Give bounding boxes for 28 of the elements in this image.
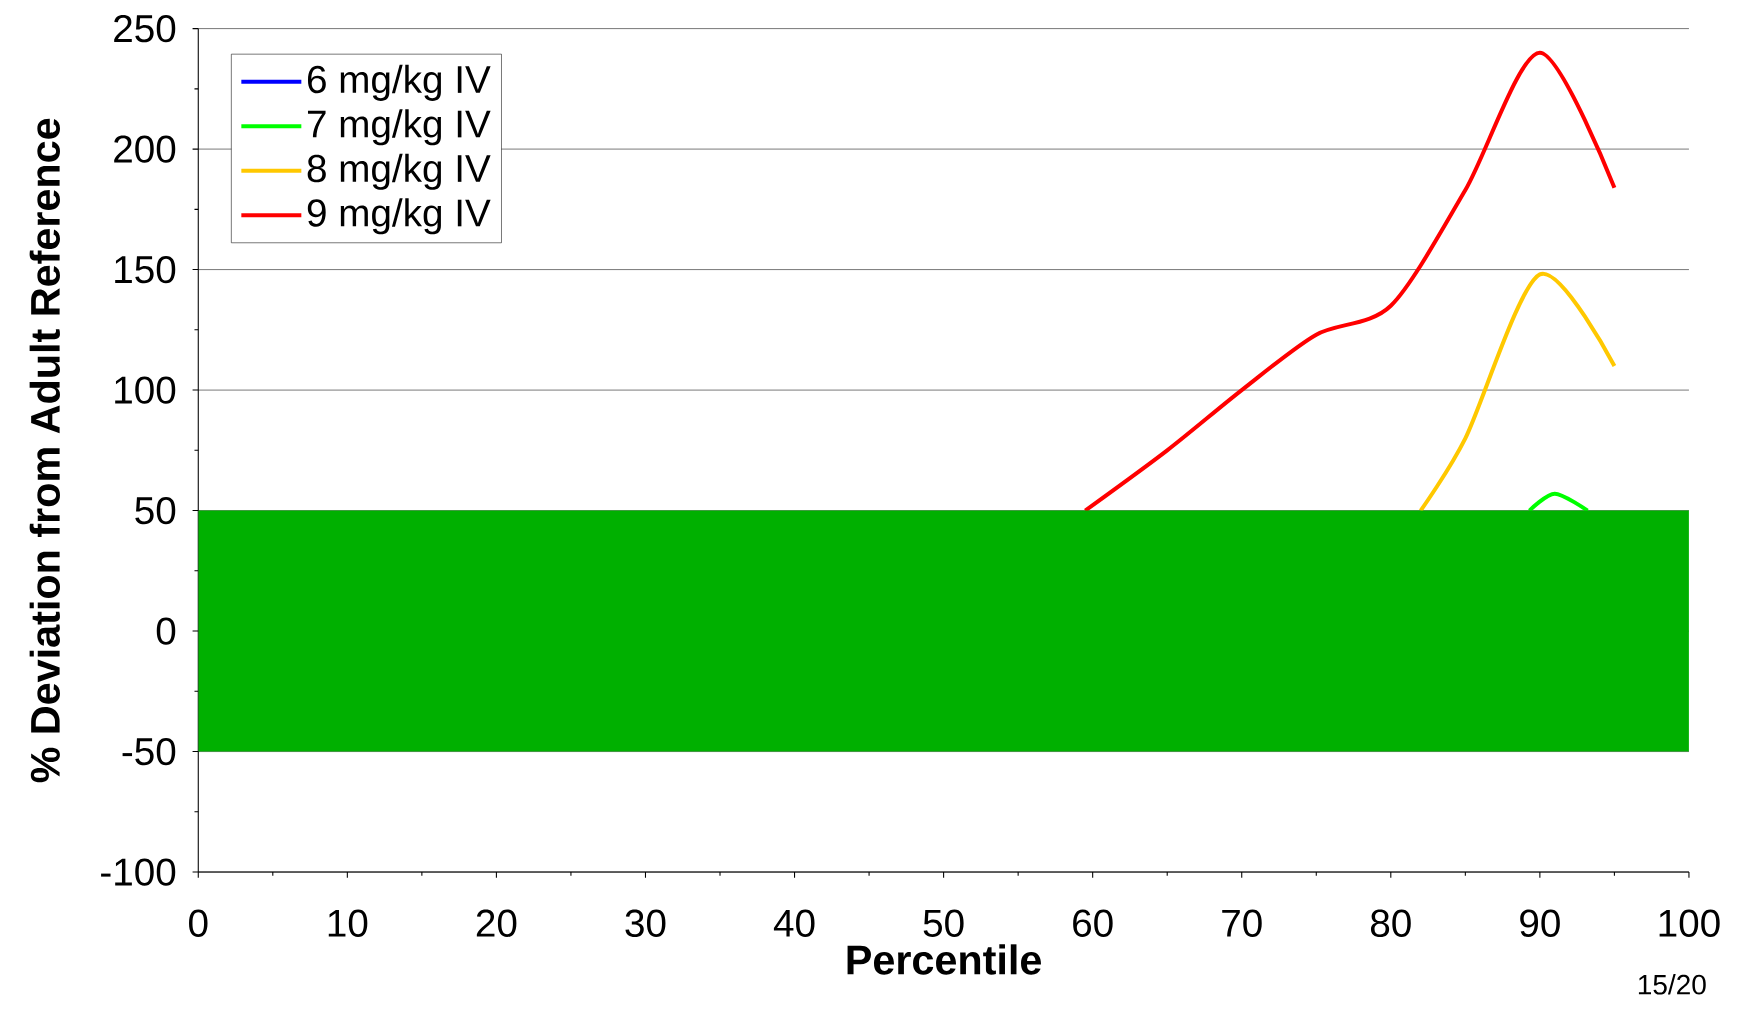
x-axis-title: Percentile: [847, 944, 1041, 975]
text: 15/20: [1638, 974, 1706, 995]
y-tick-label: 200: [114, 135, 176, 163]
x-tick-label: 0: [189, 909, 208, 937]
x-tick-label: 100: [1659, 909, 1720, 937]
legend-label: 9 mg/kg IV: [307, 198, 491, 235]
x-tick-label: 40: [773, 909, 815, 937]
legend-label: 6 mg/kg IV: [307, 64, 491, 101]
y-tick-label: 50: [135, 496, 176, 525]
y-tick-label: 250: [114, 14, 176, 43]
y-tick-label: 0: [156, 617, 176, 645]
x-tick-label: 50: [923, 909, 964, 937]
x-tick-label: 30: [625, 909, 666, 937]
y-tick-label: 150: [115, 255, 176, 284]
y-tick-label: -50: [122, 737, 176, 766]
x-tick-label: 90: [1520, 909, 1560, 937]
legend-label: 8 mg/kg IV: [307, 153, 491, 190]
x-tick-label: 10: [328, 909, 368, 937]
x-tick-label: 70: [1222, 909, 1262, 937]
line-series: [1418, 272, 1617, 513]
legend-label: 7 mg/kg IV: [307, 109, 491, 146]
y-tick-label: -100: [101, 858, 176, 886]
x-tick-label: 80: [1370, 909, 1411, 937]
x-tick-label: 60: [1073, 909, 1113, 937]
line-series: [1083, 50, 1617, 513]
y-axis-title: % Deviation from Adult Reference: [29, 118, 60, 783]
x-tick-label: 20: [476, 909, 517, 937]
y-tick-label: 100: [115, 376, 176, 404]
